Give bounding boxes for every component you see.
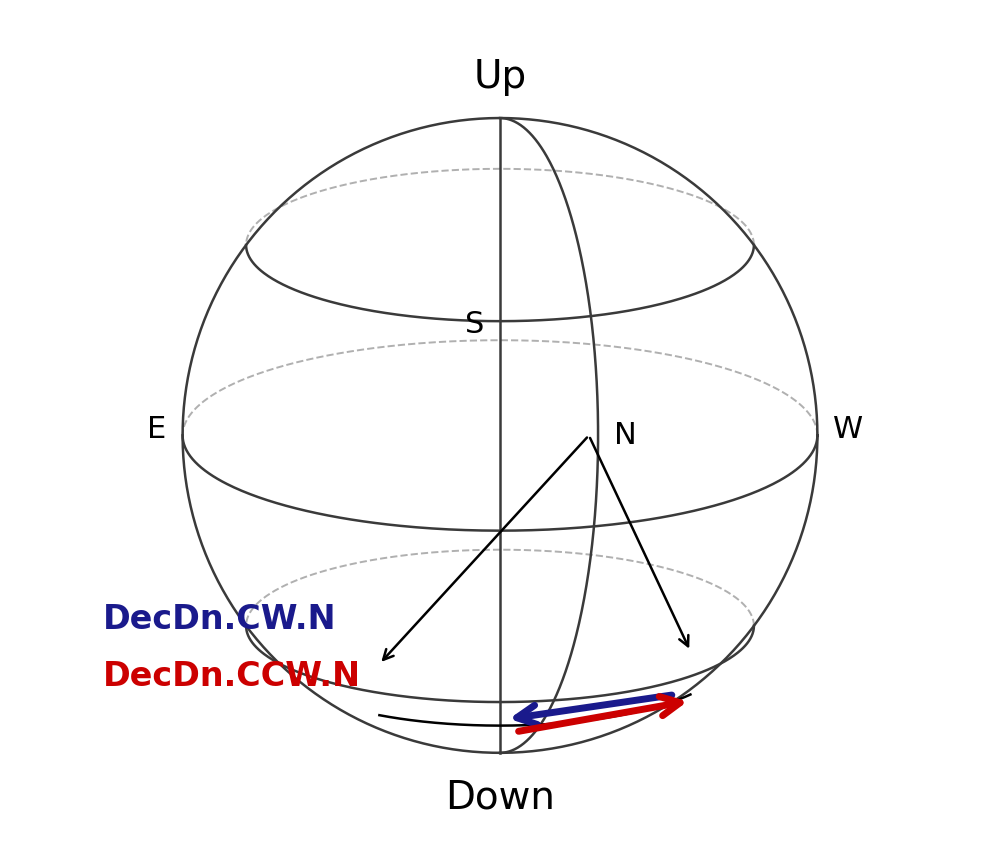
Text: DecDn.CW.N: DecDn.CW.N [103,603,337,636]
Text: Down: Down [445,778,555,817]
Text: N: N [614,421,637,450]
Text: DecDn.CCW.N: DecDn.CCW.N [103,660,361,693]
Text: Up: Up [473,58,527,96]
Text: S: S [465,310,484,339]
Text: W: W [833,415,863,444]
Text: E: E [147,415,167,444]
